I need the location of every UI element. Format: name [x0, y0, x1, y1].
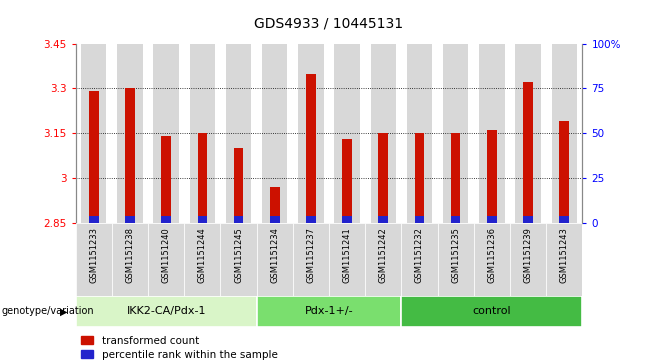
Bar — [112, 223, 148, 296]
Bar — [270, 187, 280, 223]
Bar — [559, 122, 569, 223]
Text: GSM1151244: GSM1151244 — [198, 227, 207, 283]
Bar — [306, 216, 316, 223]
Text: GSM1151232: GSM1151232 — [415, 227, 424, 283]
Text: GSM1151239: GSM1151239 — [524, 227, 532, 283]
Text: GDS4933 / 10445131: GDS4933 / 10445131 — [255, 16, 403, 30]
Text: control: control — [472, 306, 511, 316]
Bar — [76, 296, 257, 327]
Bar — [270, 216, 280, 223]
Text: GSM1151240: GSM1151240 — [162, 227, 170, 283]
Text: GSM1151243: GSM1151243 — [560, 227, 569, 283]
Bar — [342, 139, 352, 223]
Bar — [415, 134, 424, 223]
Bar — [451, 216, 461, 223]
Bar — [370, 44, 396, 223]
Bar — [443, 44, 468, 223]
Text: GSM1151245: GSM1151245 — [234, 227, 243, 283]
Bar — [523, 216, 533, 223]
Text: GSM1151241: GSM1151241 — [343, 227, 351, 283]
Bar — [190, 44, 215, 223]
Bar — [551, 44, 577, 223]
Bar — [334, 44, 360, 223]
Text: GSM1151238: GSM1151238 — [126, 227, 134, 283]
Bar — [89, 91, 99, 223]
Bar — [474, 223, 510, 296]
Bar — [226, 44, 251, 223]
Bar — [89, 216, 99, 223]
Bar — [329, 223, 365, 296]
Bar — [197, 134, 207, 223]
Bar — [161, 216, 171, 223]
Bar — [415, 216, 424, 223]
Bar — [365, 223, 401, 296]
Text: GSM1151234: GSM1151234 — [270, 227, 279, 283]
Bar — [117, 44, 143, 223]
Text: GSM1151237: GSM1151237 — [307, 227, 315, 283]
Text: GSM1151235: GSM1151235 — [451, 227, 460, 283]
Bar — [407, 44, 432, 223]
Bar — [234, 148, 243, 223]
Legend: transformed count, percentile rank within the sample: transformed count, percentile rank withi… — [81, 335, 278, 360]
Bar — [76, 223, 112, 296]
Bar — [161, 136, 171, 223]
Bar — [487, 130, 497, 223]
Bar — [487, 216, 497, 223]
Text: IKK2-CA/Pdx-1: IKK2-CA/Pdx-1 — [126, 306, 206, 316]
Bar — [125, 216, 135, 223]
Text: GSM1151236: GSM1151236 — [488, 227, 496, 283]
Bar — [262, 44, 288, 223]
Bar — [523, 82, 533, 223]
Bar — [81, 44, 107, 223]
Text: genotype/variation: genotype/variation — [2, 306, 95, 316]
Bar — [298, 44, 324, 223]
Bar — [197, 216, 207, 223]
Bar — [125, 89, 135, 223]
Bar — [148, 223, 184, 296]
Bar — [546, 223, 582, 296]
Text: GSM1151242: GSM1151242 — [379, 227, 388, 283]
Bar — [220, 223, 257, 296]
Bar — [153, 44, 179, 223]
Bar — [234, 216, 243, 223]
Bar — [257, 296, 401, 327]
Bar — [510, 223, 546, 296]
Bar — [342, 216, 352, 223]
Bar — [401, 296, 582, 327]
Bar — [559, 216, 569, 223]
Bar — [401, 223, 438, 296]
Bar — [515, 44, 541, 223]
Bar — [438, 223, 474, 296]
Text: ▶: ▶ — [60, 306, 68, 316]
Bar — [378, 216, 388, 223]
Bar — [293, 223, 329, 296]
Bar — [479, 44, 505, 223]
Bar — [184, 223, 220, 296]
Bar — [306, 74, 316, 223]
Bar — [451, 134, 461, 223]
Bar — [257, 223, 293, 296]
Text: GSM1151233: GSM1151233 — [89, 227, 98, 283]
Text: Pdx-1+/-: Pdx-1+/- — [305, 306, 353, 316]
Bar — [378, 134, 388, 223]
